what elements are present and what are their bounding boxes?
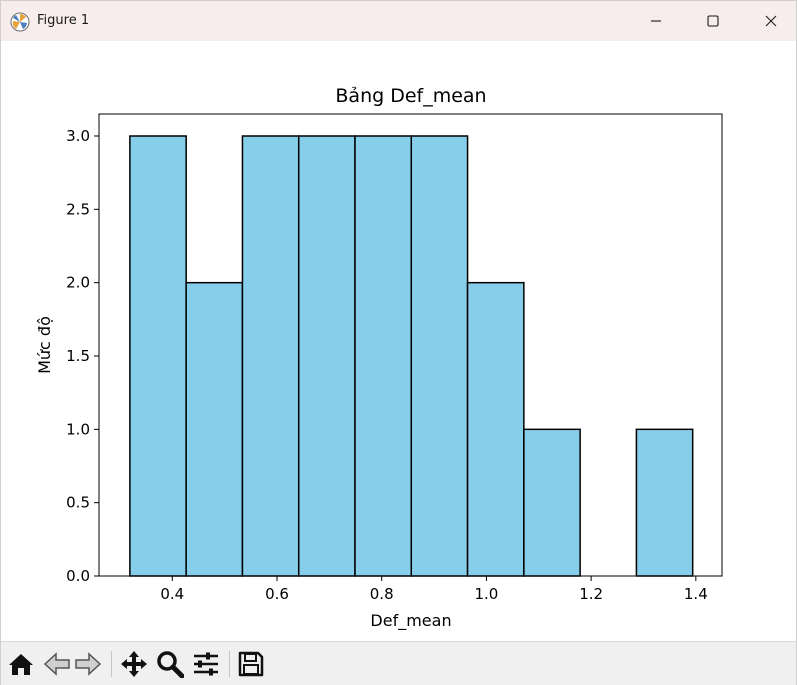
histogram-bar <box>241 135 300 577</box>
back-button[interactable] <box>42 650 72 678</box>
histogram-bar <box>523 428 581 577</box>
x-tick-label: 0.8 <box>370 585 394 603</box>
chart-title: Bảng Def_mean <box>335 85 486 107</box>
save-icon <box>238 651 264 677</box>
minimize-icon <box>651 20 661 22</box>
home-button[interactable] <box>6 650 36 678</box>
forward-button[interactable] <box>73 650 103 678</box>
maximize-button[interactable] <box>690 1 736 41</box>
zoom-icon <box>157 651 184 678</box>
x-tick-label: 1.2 <box>579 585 603 603</box>
histogram-bar <box>466 281 525 577</box>
y-tick-label: 0.0 <box>66 567 90 585</box>
histogram-bar <box>635 428 694 577</box>
x-tick-label: 0.6 <box>265 585 289 603</box>
close-icon <box>765 15 777 27</box>
toolbar-separator <box>111 651 112 677</box>
back-icon <box>43 652 70 676</box>
histogram-bar <box>297 135 356 577</box>
histogram-bar <box>185 281 244 577</box>
forward-icon <box>75 652 102 676</box>
minimize-button[interactable] <box>633 1 679 41</box>
histogram-bar <box>410 135 469 577</box>
y-tick-label: 0.5 <box>66 494 90 512</box>
home-icon <box>9 654 33 675</box>
save-button[interactable] <box>236 650 266 678</box>
toolbar-separator <box>229 651 230 677</box>
x-axis-label: Def_mean <box>370 611 451 631</box>
figure-canvas[interactable]: Bảng Def_mean 0.4 0.6 0.8 1.0 1.2 1.4 0.0 0.5 1… <box>1 41 796 639</box>
configure-subplots-icon <box>194 652 218 676</box>
title-bar[interactable]: Figure 1 <box>1 1 796 41</box>
histogram-bar <box>129 135 187 577</box>
x-tick-label: 1.0 <box>474 585 498 603</box>
x-tick-label: 1.4 <box>684 585 708 603</box>
y-tick-label: 1.0 <box>66 420 90 438</box>
configure-subplots-button[interactable] <box>190 650 222 678</box>
close-button[interactable] <box>748 1 794 41</box>
pan-button[interactable] <box>118 650 150 678</box>
x-tick-label: 0.4 <box>160 585 184 603</box>
y-tick-label: 2.0 <box>66 274 90 292</box>
y-axis-label: Mức độ <box>35 316 54 374</box>
y-tick-label: 3.0 <box>66 127 90 145</box>
navigation-toolbar <box>1 641 796 685</box>
maximize-icon <box>707 15 719 27</box>
matplotlib-logo-icon <box>10 12 30 32</box>
y-tick-label: 2.5 <box>66 200 90 218</box>
plot-frame <box>98 113 723 577</box>
y-tick-label: 1.5 <box>66 347 90 365</box>
window-title: Figure 1 <box>37 13 90 28</box>
pan-icon <box>121 651 147 677</box>
zoom-button[interactable] <box>155 650 185 678</box>
histogram-bar <box>354 135 413 577</box>
histogram-chart: Bảng Def_mean 0.4 0.6 0.8 1.0 1.2 1.4 0.0 0.5 1… <box>35 85 723 631</box>
